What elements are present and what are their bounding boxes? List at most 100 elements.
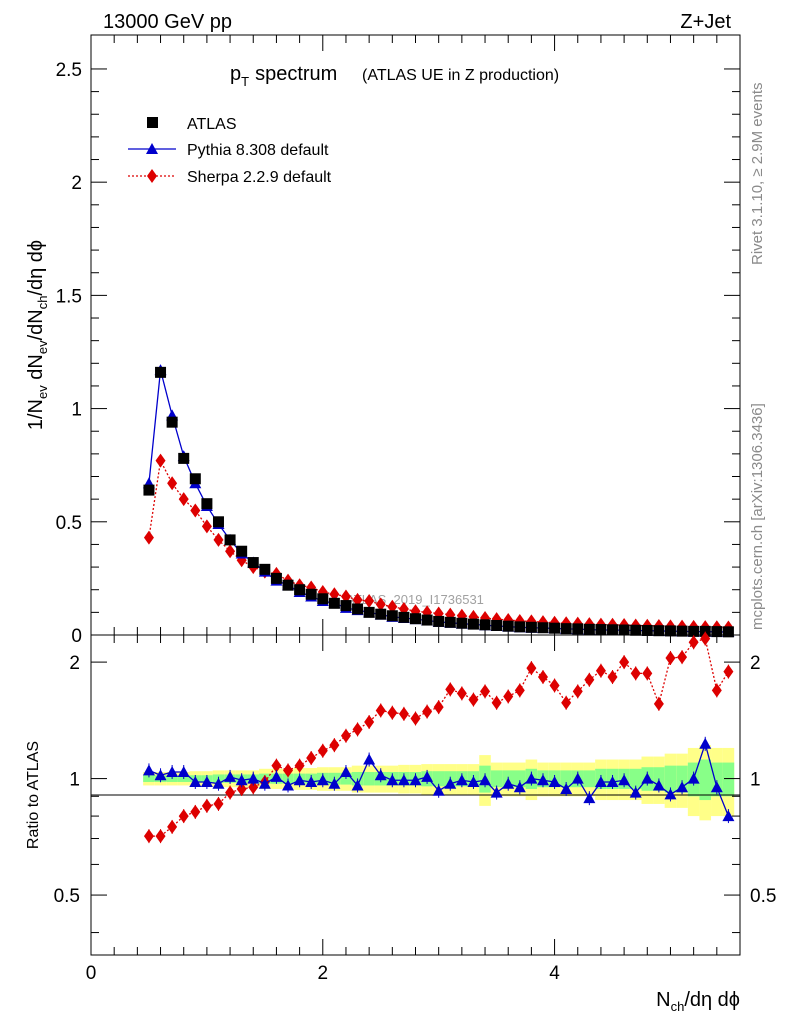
data-point-atlas: [259, 563, 271, 575]
ratio-point-sherpa: [213, 796, 224, 811]
main-panel: 0 0.5 1 1.5 2 2.5 pT spectrum (ATLAS UE in Z p…: [25, 34, 741, 647]
data-point-sherpa: [213, 532, 224, 547]
ratio-point-sherpa: [723, 664, 734, 679]
data-point-atlas: [282, 579, 294, 591]
ratio-axis-ticks: [90, 635, 740, 955]
data-point-sherpa: [167, 476, 178, 491]
data-point-atlas: [549, 622, 561, 634]
data-point-atlas: [398, 611, 410, 623]
ratio-point-pythia: [316, 774, 329, 786]
ratio-point-sherpa: [225, 785, 236, 800]
data-point-atlas: [630, 624, 642, 636]
ratio-point-sherpa: [317, 743, 328, 758]
data-point-atlas: [270, 572, 282, 584]
ratio-line-sherpa: [148, 637, 729, 837]
ratio-point-sherpa: [537, 670, 548, 685]
ratio-point-pythia: [652, 779, 665, 791]
ratio-point-sherpa: [410, 711, 421, 726]
ratio-ytick-label: 1: [69, 770, 80, 791]
ratio-point-pythia: [571, 772, 584, 784]
ratio-point-pythia: [328, 777, 341, 789]
data-point-atlas: [433, 615, 445, 627]
data-point-atlas: [583, 623, 595, 635]
ratio-point-pythia: [386, 774, 399, 786]
ratio-point-sherpa: [514, 683, 525, 698]
ratio-point-pythia: [490, 786, 503, 798]
main-ytick-label: 2: [71, 173, 82, 194]
ratio-point-sherpa: [688, 635, 699, 650]
data-point-sherpa: [190, 503, 201, 518]
ratio-point-sherpa: [526, 661, 537, 676]
ratio-point-sherpa: [468, 692, 479, 707]
band-stat: [664, 765, 677, 793]
ratio-point-pythia: [618, 774, 631, 786]
ratio-point-pythia: [513, 781, 526, 793]
ratio-point-sherpa: [143, 829, 154, 844]
ratio-xtick-label: 4: [549, 963, 560, 984]
ratio-point-pythia: [548, 775, 561, 787]
ratio-point-sherpa: [167, 819, 178, 834]
ratio-point-pythia: [560, 782, 573, 794]
ratio-point-pythia: [455, 774, 468, 786]
ratio-point-sherpa: [491, 695, 502, 710]
data-point-atlas: [212, 516, 224, 528]
data-point-sherpa: [387, 599, 398, 614]
ratio-point-sherpa: [340, 728, 351, 743]
data-point-atlas: [421, 614, 433, 626]
band-stat: [699, 759, 712, 801]
data-point-atlas: [467, 618, 479, 630]
data-point-atlas: [664, 625, 676, 637]
ratio-point-pythia: [363, 753, 376, 765]
main-title: pT spectrum: [230, 63, 337, 89]
data-point-atlas: [514, 621, 526, 633]
ratio-point-pythia: [444, 777, 457, 789]
data-point-sherpa: [178, 492, 189, 507]
ratio-point-pythia: [699, 737, 712, 749]
main-ytick-label: 1: [71, 400, 82, 421]
main-ytick-label: 0.5: [56, 513, 82, 534]
data-point-atlas: [236, 545, 248, 557]
band-stat: [432, 771, 445, 787]
ratio-ylabel: Ratio to ATLAS: [25, 741, 42, 849]
ratio-point-pythia: [664, 788, 677, 800]
main-ylabel: 1/Nev dNev/dNch/dη dϕ: [25, 240, 50, 430]
ratio-point-sherpa: [271, 758, 282, 773]
ratio-point-sherpa: [294, 758, 305, 773]
ratio-series-layer: [142, 631, 735, 844]
ratio-point-pythia: [710, 781, 723, 793]
data-point-atlas: [479, 619, 491, 631]
data-point-atlas: [363, 606, 375, 618]
data-point-atlas: [525, 621, 537, 633]
side-rivet-text: Rivet 3.1.10, ≥ 2.9M events: [749, 83, 766, 266]
ratio-point-pythia: [525, 772, 538, 784]
ratio-point-pythia: [177, 765, 190, 777]
band-stat: [711, 762, 723, 797]
legend-label-pythia: Pythia 8.308 default: [187, 142, 329, 159]
ratio-point-pythia: [212, 777, 225, 789]
main-ytick-label: 2.5: [56, 60, 82, 81]
ratio-point-pythia: [293, 774, 306, 786]
data-point-atlas: [328, 597, 340, 609]
ratio-point-sherpa: [677, 650, 688, 665]
ratio-point-sherpa: [364, 715, 375, 730]
ratio-point-sherpa: [456, 686, 467, 701]
data-point-atlas: [502, 620, 514, 632]
band-stat: [583, 770, 596, 788]
ratio-xtick-label: 2: [317, 963, 328, 984]
ratio-point-pythia: [270, 770, 283, 782]
data-point-atlas: [537, 622, 549, 634]
data-point-atlas: [305, 588, 317, 600]
data-point-atlas: [340, 600, 352, 612]
ratio-point-pythia: [502, 777, 515, 789]
ratio-point-sherpa: [201, 798, 212, 813]
data-point-atlas: [676, 625, 688, 637]
ratio-point-pythia: [432, 784, 445, 796]
ratio-point-sherpa: [480, 684, 491, 699]
data-point-atlas: [189, 473, 201, 485]
ratio-point-sherpa: [398, 706, 409, 721]
header-right: Z+Jet: [680, 11, 731, 33]
ratio-point-pythia: [594, 775, 607, 787]
ratio-point-pythia: [339, 765, 352, 777]
ratio-point-pythia: [641, 772, 654, 784]
